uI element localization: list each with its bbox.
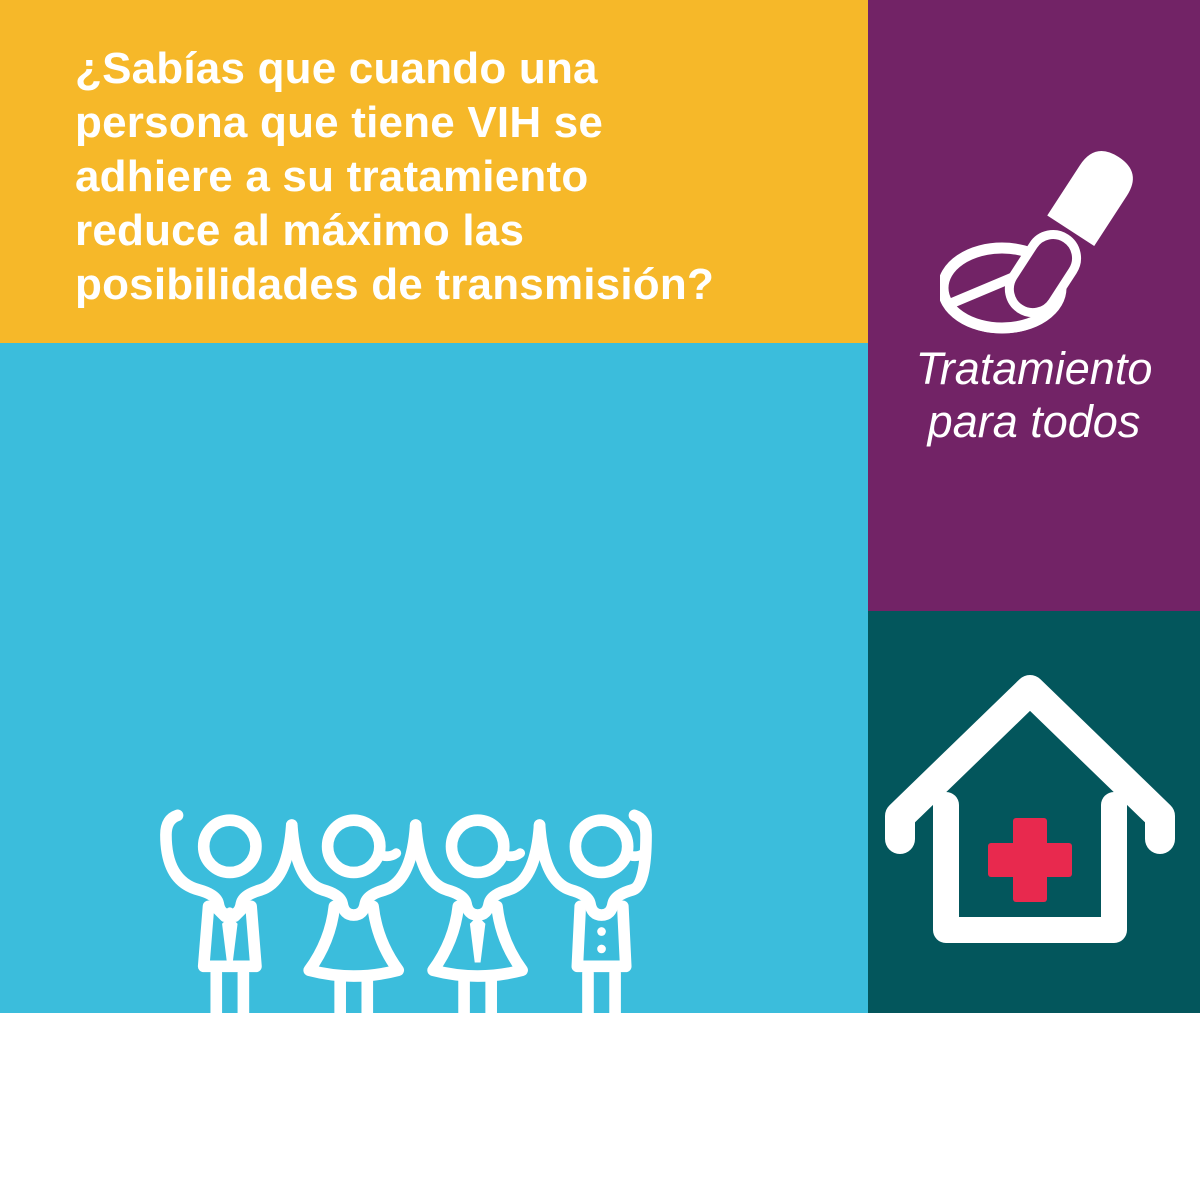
question-line: adhiere a su tratamiento — [75, 152, 589, 201]
question-line: posibilidades de transmisión? — [75, 260, 715, 309]
footer: Entérate: www.paho.org/dia-mundial-sida … — [0, 1013, 1200, 1201]
medical-home-icon — [885, 675, 1175, 943]
red-cross-icon — [988, 818, 1072, 902]
treatment-banner: Tratamiento para todos — [868, 0, 1200, 611]
question-line: ¿Sabías que cuando una — [75, 44, 598, 93]
treatment-title: Tratamiento para todos — [868, 342, 1200, 448]
question-line: reduce al máximo las — [75, 206, 525, 255]
question-block: ¿Sabías que cuando una persona que tiene… — [0, 0, 868, 343]
question-heading: ¿Sabías que cuando una persona que tiene… — [75, 42, 714, 312]
capsule-icon — [1004, 151, 1133, 318]
treatment-line: Tratamiento — [915, 343, 1153, 394]
pill-icon — [940, 151, 1133, 334]
medical-home-panel — [868, 611, 1200, 1013]
question-line: persona que tiene VIH se — [75, 98, 604, 147]
message-panel: Para terminar con el sida los gobiernos … — [0, 343, 868, 1201]
people-holding-hands-icon — [160, 809, 652, 1038]
treatment-line: para todos — [927, 396, 1141, 447]
